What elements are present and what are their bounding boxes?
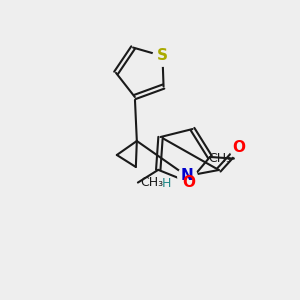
Text: O: O: [182, 175, 195, 190]
Text: CH₃: CH₃: [140, 176, 163, 189]
Text: O: O: [232, 140, 245, 155]
Text: S: S: [157, 49, 168, 64]
Text: H: H: [162, 178, 172, 190]
Text: N: N: [181, 169, 193, 184]
Text: CH₃: CH₃: [209, 152, 232, 165]
